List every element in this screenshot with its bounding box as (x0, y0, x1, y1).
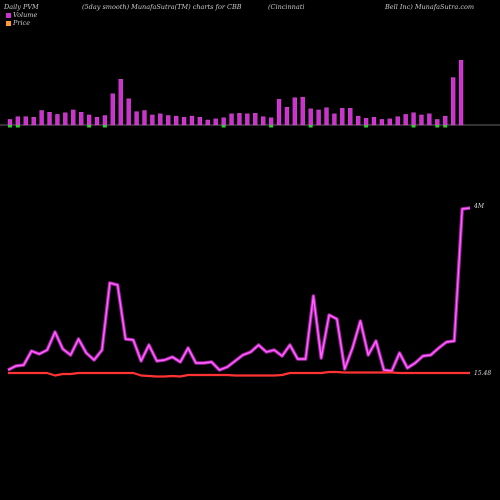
volume-bar-46 (371, 117, 377, 126)
volume-bar-39 (316, 109, 321, 126)
volume-line-shadow (7, 206, 471, 373)
volume-bar-52 (419, 114, 424, 126)
volume-bar-28 (229, 113, 234, 126)
volume-bar-32 (261, 116, 266, 126)
volume-bar-marker-27 (221, 125, 226, 128)
volume-bar-marker-45 (364, 125, 369, 128)
volume-bar-38 (308, 108, 313, 126)
volume-bar-43 (348, 108, 353, 126)
volume-bar-27 (221, 117, 226, 126)
volume-bar-marker-55 (443, 125, 448, 128)
price-axis-label: 15.48 (474, 370, 491, 377)
volume-line (7, 207, 471, 372)
volume-bar-3 (31, 117, 36, 126)
volume-bar-marker-38 (308, 125, 313, 128)
volume-bar-21 (174, 115, 179, 126)
volume-bar-marker-0 (7, 125, 12, 128)
volume-bar-17 (142, 110, 147, 126)
volume-bar-5 (47, 112, 52, 126)
volume-bar-6 (55, 114, 60, 126)
volume-bar-41 (332, 113, 337, 126)
volume-bar-55 (443, 115, 448, 126)
volume-bar-31 (253, 113, 258, 126)
legend-volume-label: Volume (13, 11, 38, 19)
volume-bar-36 (292, 97, 297, 126)
volume-bar-34 (276, 99, 282, 126)
volume-bar-23 (189, 115, 195, 126)
volume-bar-42 (340, 108, 345, 126)
volume-bar-25 (205, 119, 210, 126)
volume-bar-9 (79, 112, 84, 126)
volume-bar-1 (15, 116, 20, 126)
legend-price-label: Price (13, 19, 31, 27)
volume-bar-19 (158, 113, 163, 126)
header-left: Daily PVM (4, 3, 39, 11)
volume-bar-54 (435, 119, 440, 126)
volume-bar-44 (356, 115, 361, 126)
volume-bar-marker-54 (435, 125, 440, 128)
volume-bar-51 (411, 112, 416, 126)
price-line (8, 370, 470, 378)
volume-axis-label: 4M (473, 203, 485, 210)
header-mid: (5day smooth) MunafaSutra(TM) charts for… (82, 3, 242, 11)
volume-bar-7 (63, 112, 68, 126)
volume-bar-48 (387, 118, 392, 126)
header-right-1: (Cincinnati (268, 3, 305, 11)
volume-bar-marker-51 (411, 125, 416, 128)
volume-bar-29 (237, 113, 242, 126)
volume-bar-10 (86, 114, 92, 126)
volume-bar-18 (150, 114, 155, 126)
volume-bar-12 (102, 115, 108, 126)
volume-bar-2 (23, 116, 28, 126)
legend-volume: Volume (6, 11, 37, 19)
volume-bar-53 (427, 113, 432, 126)
volume-bar-57 (458, 60, 464, 126)
volume-bar-49 (395, 116, 400, 126)
legend-price-swatch (6, 20, 11, 26)
volume-bar-24 (197, 117, 203, 126)
volume-bar-8 (71, 109, 76, 126)
volume-bar-26 (213, 118, 218, 126)
legend-price: Price (6, 19, 30, 27)
volume-bar-40 (324, 107, 329, 126)
volume-bar-47 (379, 119, 385, 126)
header-right-2: Bell Inc) MunafaSutra.com (385, 3, 475, 11)
volume-bar-22 (181, 117, 187, 126)
volume-bar-56 (451, 77, 456, 126)
volume-bar-4 (39, 110, 44, 126)
volume-bar-33 (268, 117, 274, 126)
volume-bar-marker-12 (102, 125, 107, 128)
volume-bar-20 (166, 115, 171, 126)
volume-bar-35 (284, 106, 290, 126)
volume-bar-16 (134, 111, 139, 126)
volume-bar-13 (110, 93, 115, 126)
volume-bar-45 (363, 118, 369, 126)
volume-bar-11 (94, 117, 100, 126)
volume-bar-15 (126, 98, 131, 126)
legend-volume-swatch (6, 12, 11, 18)
volume-bar-marker-1 (15, 125, 20, 128)
volume-bar-marker-10 (87, 125, 92, 128)
volume-bar-marker-33 (269, 125, 274, 128)
volume-bar-50 (403, 114, 408, 126)
volume-bar-37 (300, 96, 305, 126)
volume-bar-30 (245, 113, 250, 126)
volume-bar-0 (7, 119, 13, 126)
volume-bar-14 (118, 79, 123, 126)
